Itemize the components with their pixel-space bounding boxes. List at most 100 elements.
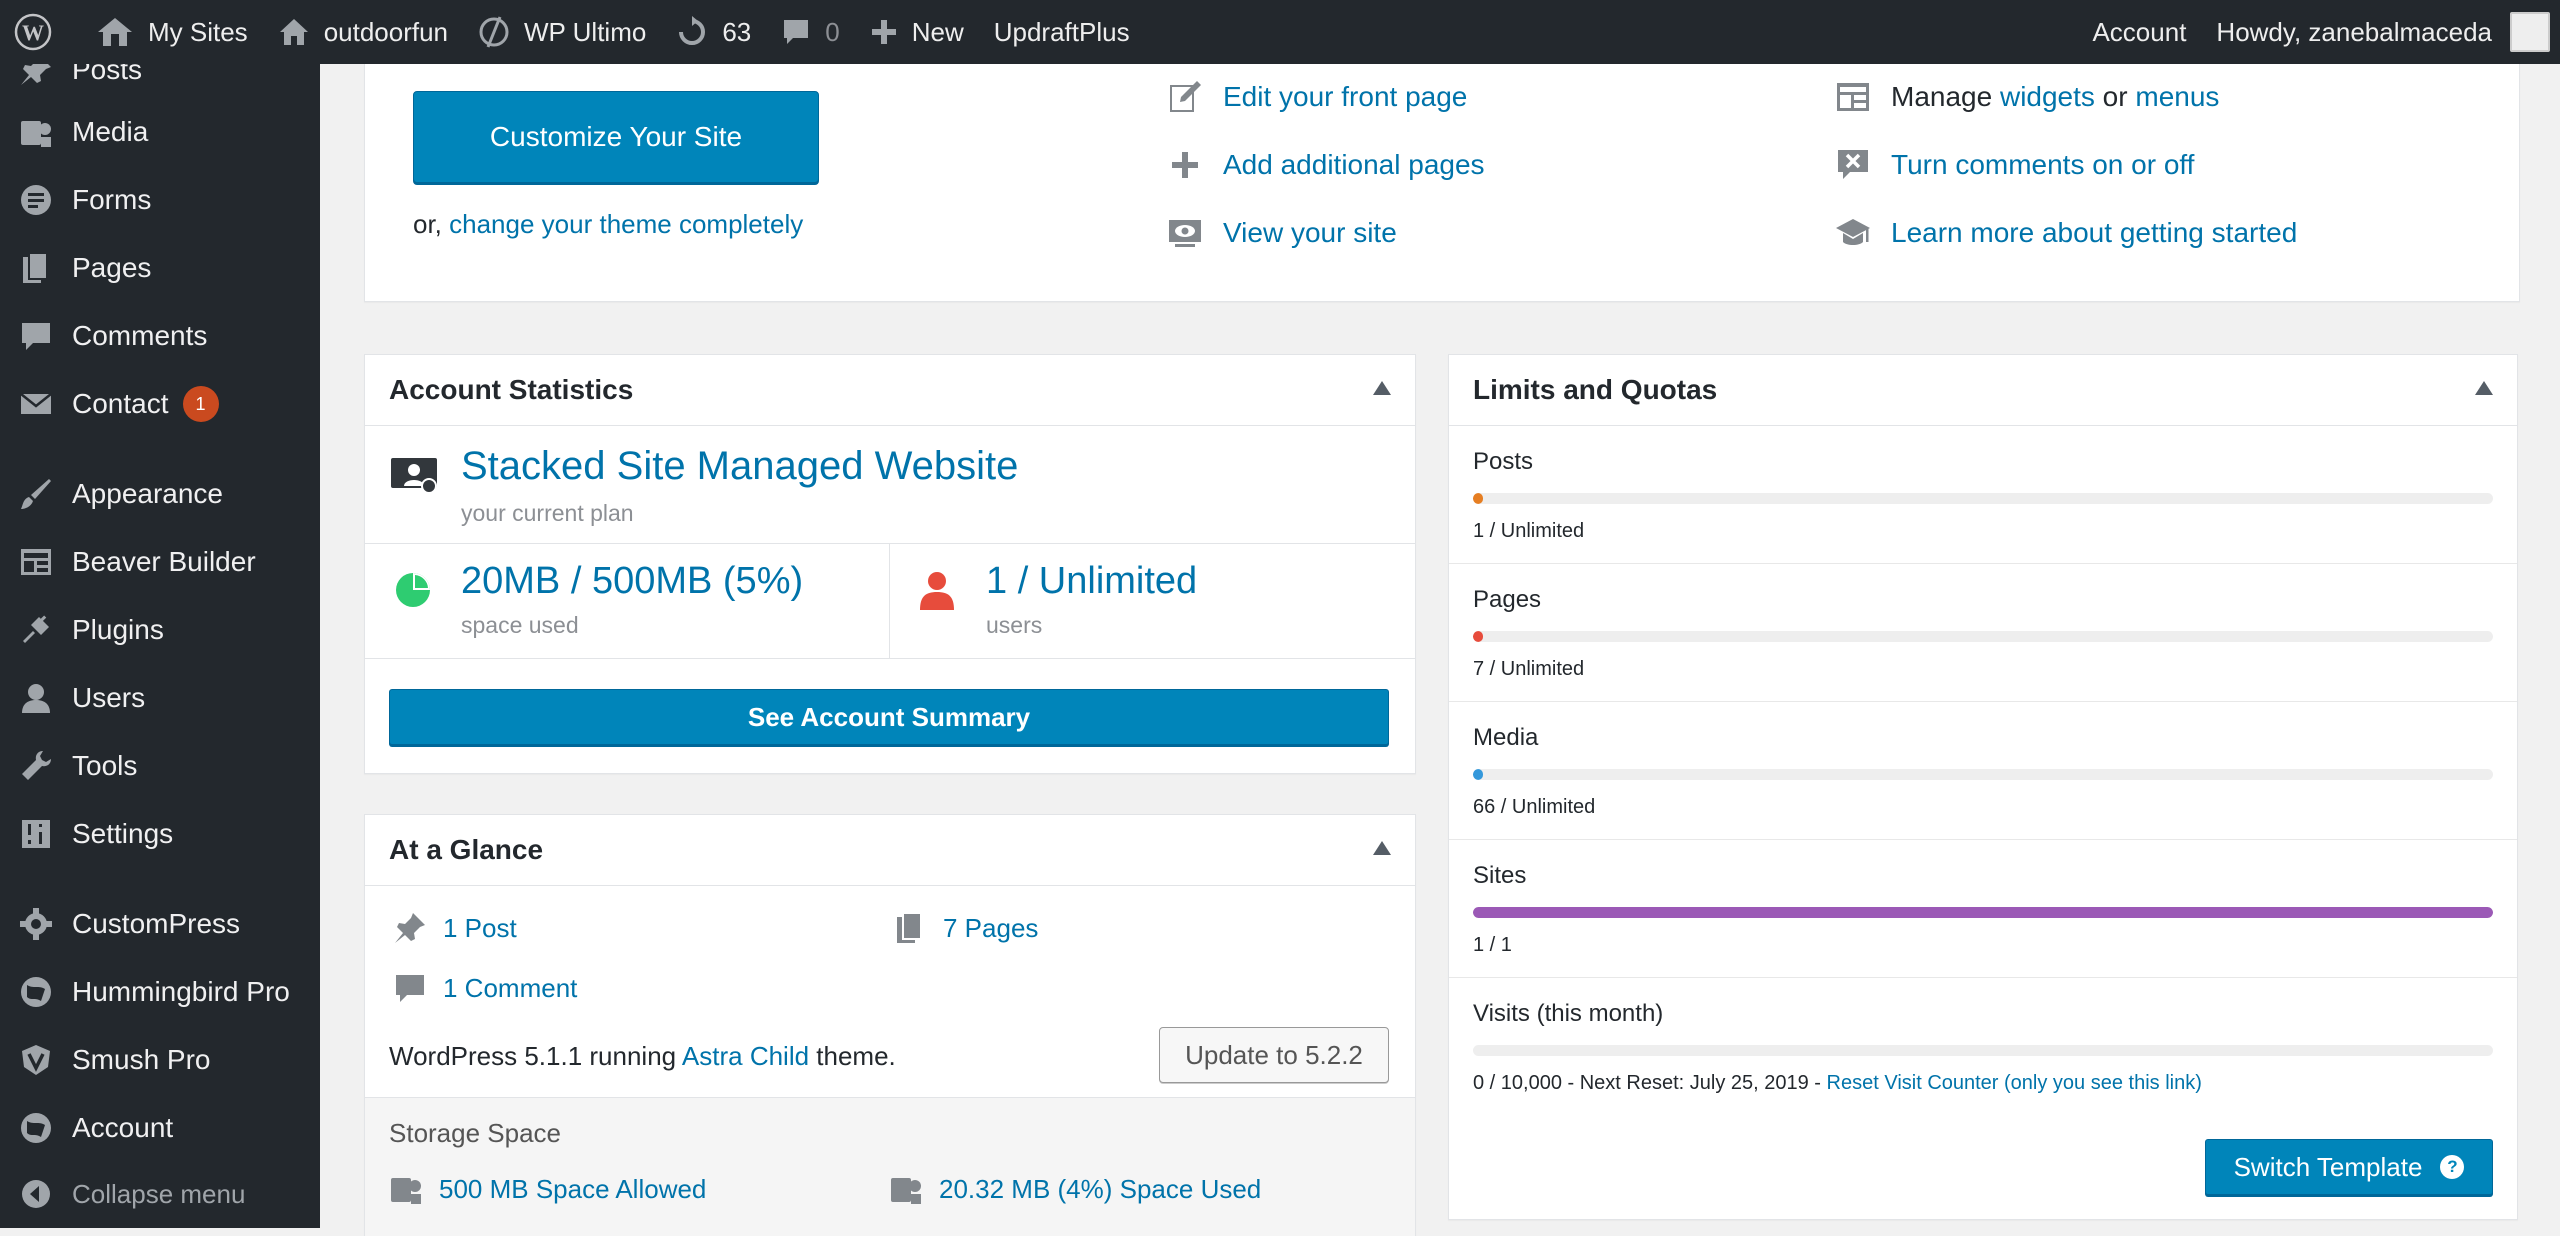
quota-value: 7 / Unlimited (1473, 658, 1585, 680)
quota-media: Media 66 / Unlimited (1449, 702, 2517, 840)
sidebar-item-custompress[interactable]: CustomPress (0, 896, 320, 952)
sidebar-item-plugins[interactable]: Plugins (0, 602, 320, 658)
quota-bar-fill (1473, 631, 1484, 642)
sidebar-item-comments[interactable]: Comments (0, 308, 320, 364)
quota-bar-fill (1473, 493, 1484, 504)
edit-front-page-link[interactable]: Edit your front page (1223, 81, 1468, 112)
view-site-row: View your site (1167, 215, 1397, 251)
quota-bar (1473, 769, 2493, 780)
sidebar-item-posts[interactable]: Posts (0, 64, 320, 98)
updates-menu[interactable]: 63 (661, 0, 766, 64)
space-used-link[interactable]: 20.32 MB (4%) Space Used (939, 1173, 1262, 1204)
change-theme-row: or, change your theme completely (413, 209, 803, 240)
globe-icon (16, 972, 56, 1012)
site-name-label: outdoorfun (323, 16, 449, 47)
collapse-toggle-icon[interactable] (1373, 841, 1391, 855)
edit-front-page-row: Edit your front page (1167, 79, 1467, 115)
plan-name-link[interactable]: Stacked Site Managed Website (461, 444, 1019, 488)
sidebar-item-forms[interactable]: Forms (0, 172, 320, 228)
plan-row: Stacked Site Managed Website your curren… (365, 426, 1415, 544)
sidebar-item-users[interactable]: Users (0, 670, 320, 726)
add-pages-row: Add additional pages (1167, 147, 1485, 183)
comments-off-icon (1835, 147, 1871, 183)
comments-menu[interactable]: 0 (766, 0, 854, 64)
space-stat: 20MB / 500MB (5%) space used (365, 544, 890, 659)
widgets-link[interactable]: widgets (1999, 81, 2095, 112)
collapse-menu-button[interactable]: Collapse menu (0, 1166, 320, 1222)
wordpress-logo-icon[interactable]: W (0, 0, 81, 64)
space-used-value: 20MB / 500MB (5%) (461, 560, 804, 602)
quota-pages: Pages 7 / Unlimited (1449, 564, 2517, 702)
quota-label: Visits (this month) (1473, 1000, 1664, 1027)
comments-count: 0 (825, 16, 840, 47)
sidebar-item-account[interactable]: Account (0, 1100, 320, 1156)
account-menu[interactable]: Account (2077, 0, 2201, 64)
learn-more-row: Learn more about getting started (1835, 215, 2297, 251)
quota-label: Posts (1473, 448, 1534, 475)
plan-subtitle: your current plan (461, 500, 634, 526)
quota-sites: Sites 1 / 1 (1449, 840, 2517, 978)
reset-visit-counter-link[interactable]: Reset Visit Counter (only you see this l… (1826, 1072, 2202, 1094)
graduation-cap-icon (1835, 215, 1871, 251)
collapse-menu-label: Collapse menu (72, 1178, 246, 1209)
sidebar-item-label: Comments (72, 320, 208, 351)
visits-value: 0 / 10,000 - Next Reset: July 25, 2019 - (1473, 1072, 1827, 1094)
comments-toggle-link[interactable]: Turn comments on or off (1891, 149, 2195, 180)
sidebar-item-contact[interactable]: Contact 1 (0, 376, 320, 432)
sidebar-item-media[interactable]: Media (0, 104, 320, 160)
limits-quotas-box: Limits and Quotas Posts 1 / Unlimited Pa… (1448, 354, 2518, 1220)
theme-link[interactable]: Astra Child (681, 1041, 810, 1071)
space-allowed-link[interactable]: 500 MB Space Allowed (439, 1173, 707, 1204)
sidebar-item-smush[interactable]: Smush Pro (0, 1032, 320, 1088)
plus-icon (871, 20, 896, 44)
my-sites-icon (98, 18, 132, 46)
switch-template-button[interactable]: Switch Template ? (2205, 1139, 2493, 1195)
learn-more-link[interactable]: Learn more about getting started (1891, 217, 2298, 248)
postbox-header: Account Statistics (365, 355, 1415, 426)
my-sites-menu[interactable]: My Sites (81, 0, 263, 64)
quota-posts: Posts 1 / Unlimited (1449, 426, 2517, 564)
site-name-menu[interactable]: outdoorfun (263, 0, 463, 64)
pin-icon (395, 913, 425, 943)
quota-label: Pages (1473, 586, 1542, 613)
new-content-menu[interactable]: New (855, 0, 979, 64)
users-value: 1 / Unlimited (986, 560, 1198, 602)
sidebar-item-beaver-builder[interactable]: Beaver Builder (0, 534, 320, 590)
sidebar-item-hummingbird[interactable]: Hummingbird Pro (0, 964, 320, 1020)
avatar (2510, 12, 2550, 52)
wordpress-version-text: WordPress 5.1.1 running Astra Child them… (389, 1041, 896, 1072)
posts-count-link[interactable]: 1 Post (443, 912, 517, 943)
sidebar-item-settings[interactable]: Settings (0, 806, 320, 862)
pages-icon (16, 248, 56, 288)
update-wordpress-button[interactable]: Update to 5.2.2 (1159, 1027, 1389, 1083)
or-text: or (2094, 81, 2136, 112)
user-menu[interactable]: Howdy, zanebalmaceda (2201, 0, 2560, 64)
comments-count-link[interactable]: 1 Comment (443, 972, 578, 1003)
menus-link[interactable]: menus (2135, 81, 2220, 112)
box-title: Limits and Quotas (1473, 374, 1718, 405)
quota-label: Sites (1473, 862, 1527, 889)
storage-title: Storage Space (389, 1118, 562, 1148)
wp-ultimo-menu[interactable]: WP Ultimo (463, 0, 661, 64)
mail-icon (16, 384, 56, 424)
plus-icon (1167, 147, 1203, 183)
wp-ultimo-label: WP Ultimo (524, 16, 647, 47)
sidebar-item-tools[interactable]: Tools (0, 738, 320, 794)
gear-icon (16, 904, 56, 944)
change-theme-link[interactable]: change your theme completely (449, 209, 804, 239)
sidebar-item-pages[interactable]: Pages (0, 240, 320, 296)
media-icon (391, 1178, 421, 1204)
pages-count-link[interactable]: 7 Pages (943, 912, 1039, 943)
add-pages-link[interactable]: Add additional pages (1223, 149, 1485, 180)
customize-site-button[interactable]: Customize Your Site (413, 91, 819, 183)
see-account-summary-button[interactable]: See Account Summary (389, 689, 1389, 745)
quota-bar (1473, 907, 2493, 918)
postbox-header: Limits and Quotas (1449, 355, 2517, 426)
sidebar-item-label: Forms (72, 184, 152, 215)
collapse-toggle-icon[interactable] (1373, 381, 1391, 395)
updraftplus-menu[interactable]: UpdraftPlus (979, 0, 1145, 64)
quota-bar-fill (1473, 907, 2493, 918)
collapse-toggle-icon[interactable] (2475, 381, 2493, 395)
view-site-link[interactable]: View your site (1223, 217, 1397, 248)
sidebar-item-appearance[interactable]: Appearance (0, 466, 320, 522)
